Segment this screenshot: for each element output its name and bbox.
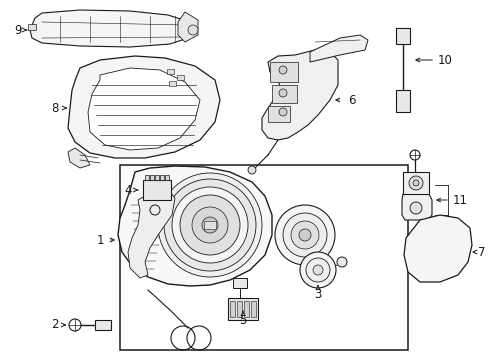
Bar (160, 175, 163, 180)
Circle shape (412, 180, 418, 186)
Circle shape (180, 195, 240, 255)
Text: 8: 8 (51, 102, 59, 114)
Circle shape (279, 66, 286, 74)
Circle shape (192, 207, 227, 243)
Circle shape (202, 217, 218, 233)
Bar (395, 90, 409, 112)
Bar (395, 28, 409, 44)
Polygon shape (262, 50, 337, 140)
Circle shape (163, 179, 256, 271)
Text: 4: 4 (124, 184, 131, 197)
Circle shape (279, 108, 286, 116)
Text: 11: 11 (451, 194, 467, 207)
Text: 10: 10 (437, 54, 451, 67)
Bar (169, 81, 176, 86)
Bar (145, 175, 149, 180)
Text: 6: 6 (347, 94, 355, 107)
Circle shape (312, 265, 323, 275)
Circle shape (299, 252, 335, 288)
Circle shape (408, 176, 422, 190)
Bar (267, 106, 289, 122)
Polygon shape (403, 215, 471, 282)
Bar (155, 175, 159, 180)
Bar (28, 24, 36, 30)
Circle shape (172, 187, 247, 263)
Polygon shape (401, 194, 431, 220)
Polygon shape (68, 56, 220, 158)
Bar (164, 175, 169, 180)
Polygon shape (128, 190, 175, 278)
Bar (142, 180, 171, 200)
Bar (167, 69, 174, 74)
Polygon shape (118, 166, 271, 286)
Bar (229, 301, 235, 317)
Polygon shape (309, 35, 367, 62)
Circle shape (298, 229, 310, 241)
Polygon shape (30, 10, 192, 47)
Text: 9: 9 (14, 23, 21, 36)
Bar (271, 85, 296, 103)
Bar (244, 301, 248, 317)
Circle shape (305, 258, 329, 282)
Text: 2: 2 (51, 319, 59, 332)
Bar (232, 278, 246, 288)
Bar (269, 62, 297, 82)
Text: 7: 7 (477, 246, 485, 258)
Bar (177, 75, 183, 80)
Polygon shape (68, 148, 90, 168)
Text: 1: 1 (96, 234, 103, 247)
Bar (150, 175, 154, 180)
Circle shape (158, 173, 262, 277)
Circle shape (336, 257, 346, 267)
Bar (120, 165, 407, 350)
Text: 5: 5 (239, 314, 246, 327)
Bar (237, 301, 242, 317)
Circle shape (187, 25, 198, 35)
Bar (95, 320, 111, 330)
Circle shape (274, 205, 334, 265)
Bar (227, 298, 258, 320)
Bar (250, 301, 256, 317)
Circle shape (409, 202, 421, 214)
Polygon shape (88, 68, 200, 150)
Circle shape (279, 89, 286, 97)
Bar (203, 221, 216, 229)
Text: 3: 3 (314, 288, 321, 302)
Circle shape (247, 166, 256, 174)
Polygon shape (178, 12, 198, 42)
Circle shape (290, 221, 318, 249)
Circle shape (283, 213, 326, 257)
Bar (402, 172, 428, 194)
